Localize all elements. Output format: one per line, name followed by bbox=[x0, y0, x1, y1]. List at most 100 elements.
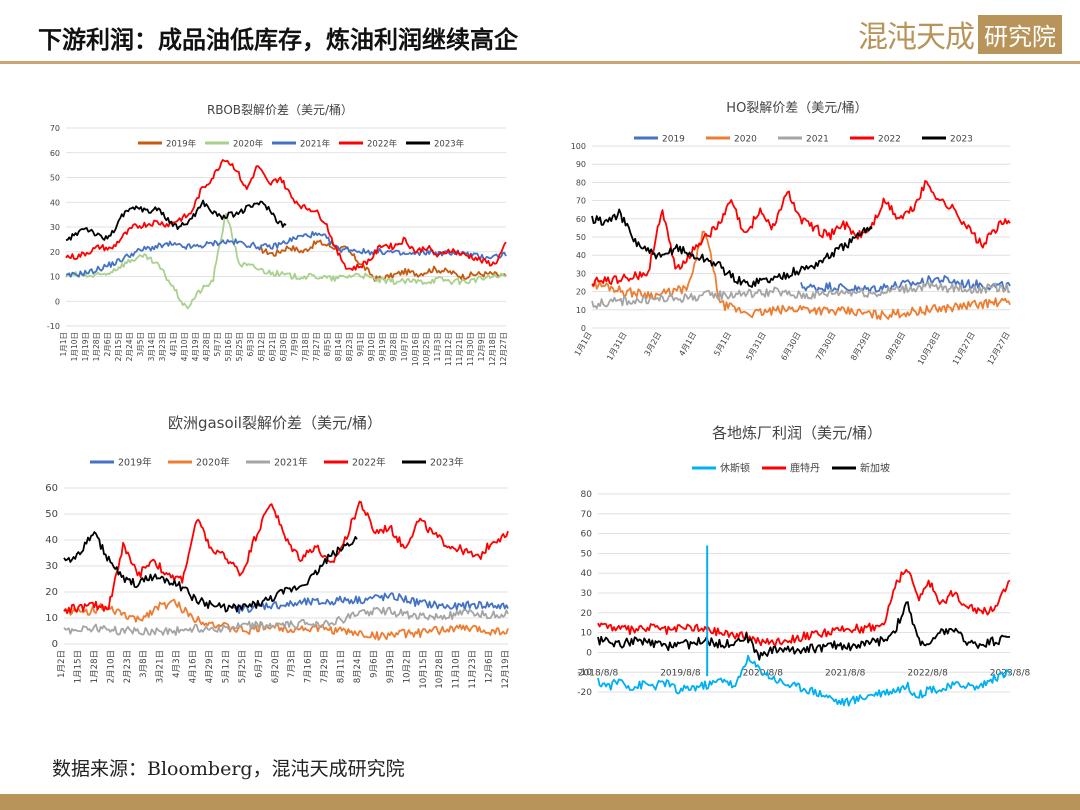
y-tick-label: 30 bbox=[576, 269, 586, 278]
x-tick-label: 12月27日 bbox=[499, 332, 508, 366]
chart-title: RBOB裂解价差（美元/桶） bbox=[207, 102, 353, 117]
legend-label: 2021年 bbox=[300, 139, 331, 150]
x-tick-label: 4月3日 bbox=[172, 650, 182, 678]
legend-label: 2019 bbox=[662, 135, 685, 145]
x-tick-label: 10月7日 bbox=[400, 332, 409, 361]
data-source-note: 数据来源：Bloomberg，混沌天成研究院 bbox=[52, 758, 405, 780]
y-tick-label: 10 bbox=[45, 613, 58, 624]
legend-label: 2019年 bbox=[118, 457, 152, 469]
header-divider bbox=[0, 61, 1080, 64]
x-tick-label: 3月5日 bbox=[136, 332, 145, 357]
legend-label: 新加坡 bbox=[860, 462, 890, 475]
chart-title: 各地炼厂利润（美元/桶） bbox=[712, 424, 882, 442]
x-tick-label: 6月3日 bbox=[246, 332, 255, 357]
x-tick-label: 5月25日 bbox=[235, 332, 244, 361]
x-tick-label: 8月5日 bbox=[323, 332, 332, 357]
chart-title: 欧洲gasoil裂解价差（美元/桶） bbox=[168, 414, 382, 432]
x-tick-label: 2021/8/8 bbox=[825, 668, 866, 678]
x-tick-label: 7月9日 bbox=[290, 332, 299, 357]
series-line bbox=[63, 531, 358, 613]
x-tick-label: 2月24日 bbox=[125, 332, 134, 361]
series-line bbox=[63, 500, 509, 615]
x-tick-label: 1月19日 bbox=[81, 332, 90, 361]
legend-label: 2021年 bbox=[274, 457, 308, 469]
x-tick-label: 3月23日 bbox=[158, 332, 167, 361]
y-tick-label: 90 bbox=[576, 160, 586, 169]
x-tick-label: 4月28日 bbox=[202, 332, 211, 361]
y-tick-label: 70 bbox=[50, 124, 60, 133]
x-tick-label: 8月14日 bbox=[334, 332, 343, 361]
legend-label: 2023年 bbox=[430, 457, 464, 469]
x-tick-label: 7月16日 bbox=[304, 650, 314, 683]
x-tick-label: 3月2日 bbox=[643, 331, 664, 358]
x-tick-label: 1月2日 bbox=[57, 650, 67, 678]
x-tick-label: 8月11日 bbox=[337, 650, 347, 683]
x-tick-label: 8月24日 bbox=[353, 650, 363, 683]
x-tick-label: 6月7日 bbox=[254, 650, 264, 678]
x-tick-label: 9月28日 bbox=[389, 332, 398, 361]
legend-label: 2022年 bbox=[367, 139, 398, 150]
x-tick-label: 1月1日 bbox=[573, 331, 594, 358]
x-tick-label: 10月16日 bbox=[411, 332, 420, 366]
y-tick-label: 30 bbox=[581, 589, 593, 599]
series-line bbox=[63, 606, 509, 636]
x-tick-label: 10月25日 bbox=[422, 332, 431, 366]
x-tick-label: 4月29日 bbox=[205, 650, 215, 683]
legend-label: 2021 bbox=[806, 135, 829, 145]
y-tick-label: -20 bbox=[577, 688, 592, 698]
series-line bbox=[63, 598, 509, 641]
y-tick-label: 100 bbox=[571, 142, 586, 151]
x-tick-label: 3月21日 bbox=[156, 650, 166, 683]
ho-crack-chart: HO裂解价差（美元/桶） 2019 2020 2021 2022 2023 0 10 20 30 4… bbox=[571, 101, 1012, 366]
x-tick-label: 7月3日 bbox=[287, 650, 297, 678]
y-tick-label: 0 bbox=[52, 639, 58, 650]
y-tick-label: 60 bbox=[576, 215, 586, 224]
x-tick-label: 2月23日 bbox=[123, 650, 133, 683]
legend-label: 2022 bbox=[878, 135, 901, 145]
x-tick-label: 12月19日 bbox=[501, 650, 511, 689]
series-line bbox=[591, 230, 1011, 321]
y-tick-label: 50 bbox=[581, 549, 593, 559]
legend-label: 2023 bbox=[950, 135, 973, 145]
x-tick-label: 8月23日 bbox=[345, 332, 354, 361]
x-tick-label: 3月8日 bbox=[139, 650, 149, 678]
footer-bar bbox=[0, 794, 1080, 810]
x-tick-label: 1月28日 bbox=[92, 332, 101, 361]
x-tick-label: 8月29日 bbox=[849, 331, 872, 363]
legend-label: 2020 bbox=[734, 135, 757, 145]
y-tick-label: 40 bbox=[576, 251, 586, 260]
series-line bbox=[597, 601, 1011, 661]
series-line bbox=[591, 208, 873, 288]
x-tick-label: 1月10日 bbox=[70, 332, 79, 361]
y-tick-label: 50 bbox=[50, 174, 60, 183]
refinery-margin-chart: 各地炼厂利润（美元/桶） 休斯顿 鹿特丹 新加坡 -20 -10 0 10 20 30 40 50 60… bbox=[577, 424, 1030, 707]
series-line bbox=[597, 654, 1011, 707]
x-tick-label: 7月27日 bbox=[312, 332, 321, 361]
y-tick-label: 0 bbox=[581, 324, 586, 333]
x-tick-label: 2022/8/8 bbox=[907, 668, 948, 678]
x-tick-label: 1月31日 bbox=[605, 331, 628, 363]
x-tick-label: 6月21日 bbox=[268, 332, 277, 361]
y-tick-label: 40 bbox=[581, 569, 593, 579]
x-tick-label: 5月16日 bbox=[224, 332, 233, 361]
y-tick-label: 40 bbox=[45, 535, 58, 546]
series-line bbox=[597, 568, 1011, 647]
x-tick-label: 3月14日 bbox=[147, 332, 156, 361]
y-tick-label: 20 bbox=[50, 248, 60, 257]
x-tick-label: 1月1日 bbox=[59, 332, 68, 357]
x-tick-label: 11月21日 bbox=[455, 332, 464, 366]
x-tick-label: 4月10日 bbox=[180, 332, 189, 361]
y-tick-label: 10 bbox=[576, 306, 586, 315]
x-tick-label: 5月25日 bbox=[238, 650, 248, 683]
x-tick-label: 9月19日 bbox=[378, 332, 387, 361]
brand-logo: 混沌天成 研究院 bbox=[858, 14, 1062, 55]
y-tick-label: -10 bbox=[577, 668, 592, 678]
series-line bbox=[65, 199, 287, 241]
x-tick-label: 1月28日 bbox=[90, 650, 100, 683]
series-line bbox=[232, 592, 509, 615]
x-tick-label: 9月28日 bbox=[884, 331, 907, 363]
x-tick-label: 5月7日 bbox=[213, 332, 222, 357]
legend-label: 2023年 bbox=[434, 139, 465, 150]
brand-logo-script: 混沌天成 bbox=[858, 20, 975, 55]
series-line bbox=[591, 180, 1011, 287]
